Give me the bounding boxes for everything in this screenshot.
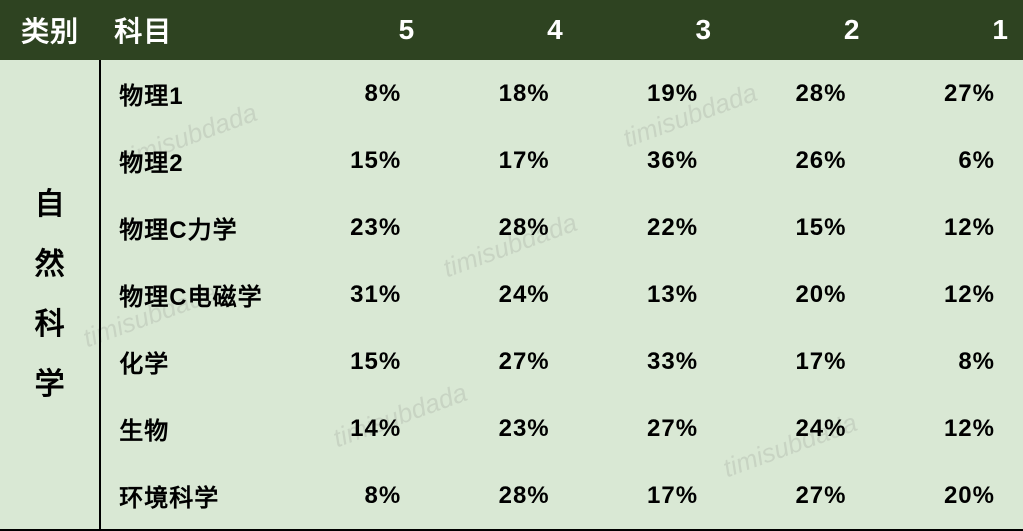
- value-cell: 36%: [578, 127, 726, 194]
- subject-cell: 物理2: [100, 127, 281, 194]
- value-cell: 17%: [726, 328, 874, 395]
- value-cell: 20%: [874, 462, 1023, 530]
- subject-cell: 化学: [100, 328, 281, 395]
- value-cell: 17%: [578, 462, 726, 530]
- value-cell: 33%: [578, 328, 726, 395]
- col-header-score-2: 2: [726, 0, 874, 60]
- value-cell: 27%: [429, 328, 577, 395]
- subject-cell: 物理C力学: [100, 194, 281, 261]
- table-row: 环境科学8%28%17%27%20%: [0, 462, 1023, 530]
- value-cell: 27%: [874, 60, 1023, 127]
- value-cell: 12%: [874, 395, 1023, 462]
- col-header-score-4: 4: [429, 0, 577, 60]
- col-header-score-3: 3: [578, 0, 726, 60]
- score-table: 类别 科目 5 4 3 2 1 自然科学物理18%18%19%28%27%物理2…: [0, 0, 1023, 531]
- value-cell: 27%: [726, 462, 874, 530]
- value-cell: 12%: [874, 261, 1023, 328]
- col-header-subject: 科目: [100, 0, 281, 60]
- subject-cell: 环境科学: [100, 462, 281, 530]
- table-row: 自然科学物理18%18%19%28%27%: [0, 60, 1023, 127]
- value-cell: 15%: [281, 127, 429, 194]
- value-cell: 31%: [281, 261, 429, 328]
- subject-cell: 物理1: [100, 60, 281, 127]
- value-cell: 14%: [281, 395, 429, 462]
- subject-cell: 物理C电磁学: [100, 261, 281, 328]
- value-cell: 26%: [726, 127, 874, 194]
- value-cell: 19%: [578, 60, 726, 127]
- value-cell: 20%: [726, 261, 874, 328]
- value-cell: 27%: [578, 395, 726, 462]
- col-header-score-5: 5: [281, 0, 429, 60]
- value-cell: 28%: [726, 60, 874, 127]
- value-cell: 6%: [874, 127, 1023, 194]
- value-cell: 12%: [874, 194, 1023, 261]
- subject-cell: 生物: [100, 395, 281, 462]
- table-row: 生物14%23%27%24%12%: [0, 395, 1023, 462]
- table-body: 自然科学物理18%18%19%28%27%物理215%17%36%26%6%物理…: [0, 60, 1023, 530]
- value-cell: 23%: [429, 395, 577, 462]
- value-cell: 8%: [281, 60, 429, 127]
- table-row: 物理C电磁学31%24%13%20%12%: [0, 261, 1023, 328]
- value-cell: 18%: [429, 60, 577, 127]
- table-header-row: 类别 科目 5 4 3 2 1: [0, 0, 1023, 60]
- table-row: 物理215%17%36%26%6%: [0, 127, 1023, 194]
- value-cell: 23%: [281, 194, 429, 261]
- col-header-score-1: 1: [874, 0, 1023, 60]
- value-cell: 22%: [578, 194, 726, 261]
- category-cell: 自然科学: [0, 60, 100, 530]
- col-header-category: 类别: [0, 0, 100, 60]
- value-cell: 28%: [429, 194, 577, 261]
- table-row: 物理C力学23%28%22%15%12%: [0, 194, 1023, 261]
- value-cell: 13%: [578, 261, 726, 328]
- value-cell: 15%: [281, 328, 429, 395]
- value-cell: 15%: [726, 194, 874, 261]
- value-cell: 8%: [281, 462, 429, 530]
- table-row: 化学15%27%33%17%8%: [0, 328, 1023, 395]
- value-cell: 28%: [429, 462, 577, 530]
- value-cell: 8%: [874, 328, 1023, 395]
- value-cell: 24%: [726, 395, 874, 462]
- value-cell: 17%: [429, 127, 577, 194]
- value-cell: 24%: [429, 261, 577, 328]
